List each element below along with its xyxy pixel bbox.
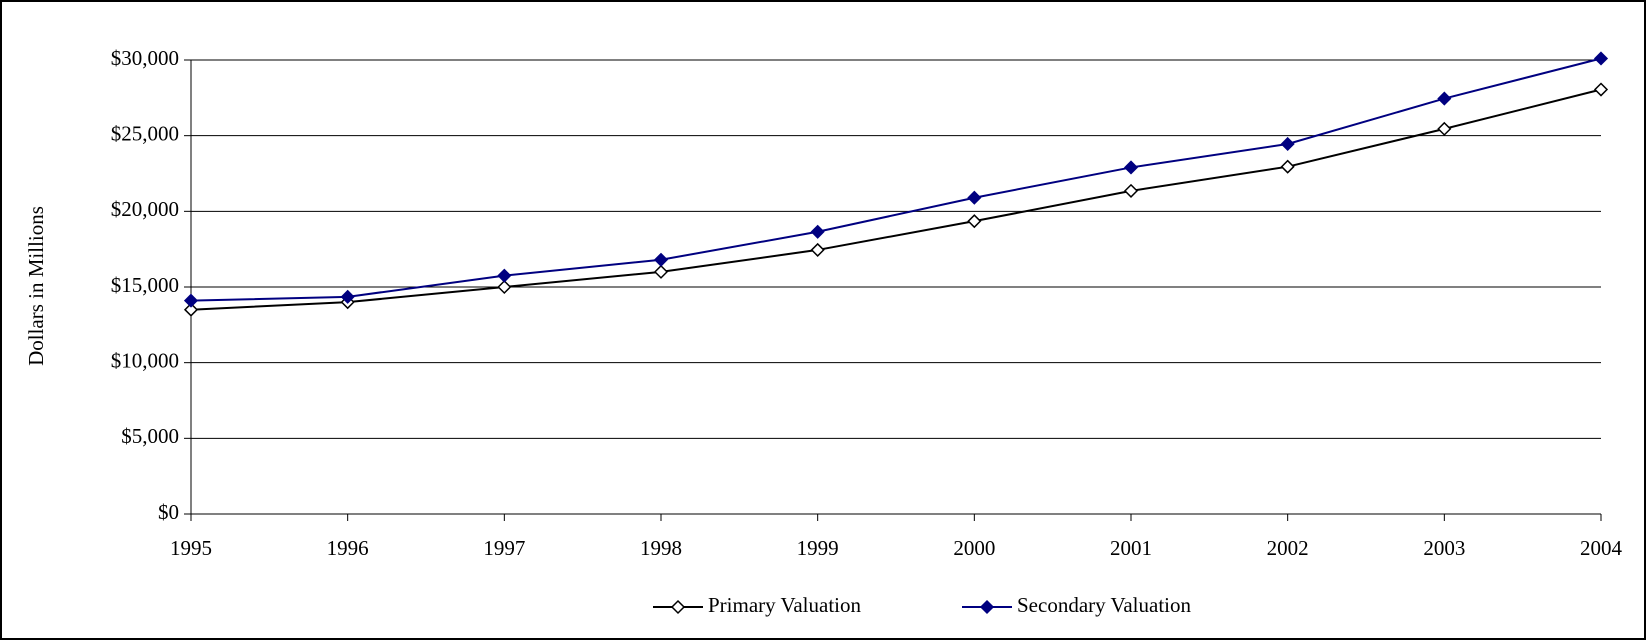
y-axis-label: Dollars in Millions [24,206,48,366]
x-tick-label: 1997 [483,536,525,560]
y-tick-label: $0 [158,500,179,524]
x-tick-label: 1996 [327,536,369,560]
y-tick-label: $15,000 [111,273,179,297]
data-point [1593,51,1609,66]
data-point [967,214,982,229]
data-point [497,279,512,295]
data-point [183,293,199,308]
data-point [1123,160,1139,175]
x-tick-label: 1998 [640,536,682,560]
data-point [1123,183,1139,198]
y-tick-label: $5,000 [121,424,179,448]
data-point [1437,91,1452,106]
data-point [1437,121,1452,136]
x-tick-label: 2003 [1423,536,1465,560]
data-point [810,242,825,257]
data-point [340,289,355,304]
legend-label: Secondary Valuation [1017,593,1191,617]
legend-label: Primary Valuation [708,593,862,617]
data-point [653,264,669,279]
series-line [190,57,1602,302]
data-point [1280,159,1295,174]
legend-marker [670,599,686,615]
data-point [497,268,512,283]
x-tick-label: 2004 [1580,536,1623,560]
y-tick-label: $30,000 [111,46,179,70]
x-tick-label: 1995 [170,536,212,560]
x-tick-label: 2001 [1110,536,1152,560]
x-tick-label: 1999 [797,536,839,560]
y-tick-label: $25,000 [111,121,179,145]
x-tick-label: 2002 [1267,536,1309,560]
data-point [1593,82,1609,97]
y-tick-label: $20,000 [111,197,179,221]
series-line [190,88,1602,311]
data-point [653,252,669,267]
legend-marker [979,599,995,615]
y-tick-label: $10,000 [111,348,179,372]
x-tick-label: 2000 [953,536,995,560]
data-point [967,190,982,205]
data-point [810,224,825,239]
data-point [183,302,199,317]
data-point [1280,136,1295,152]
